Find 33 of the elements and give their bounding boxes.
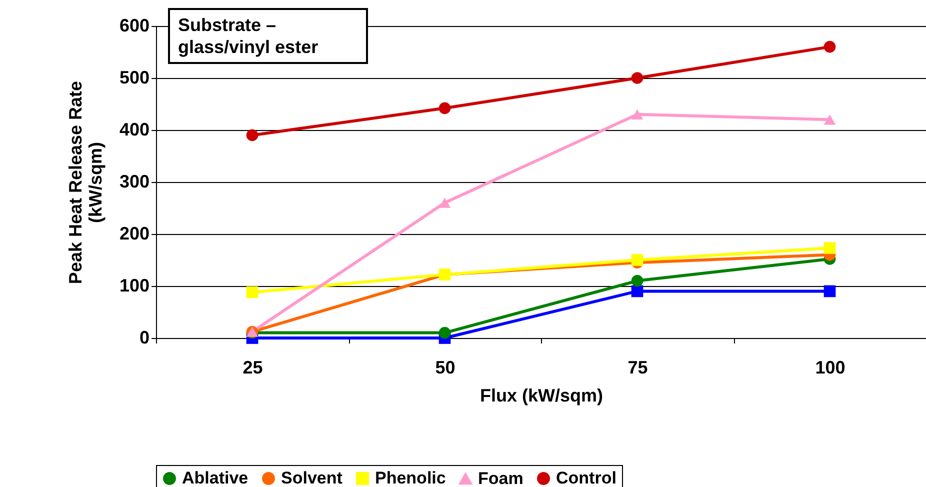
y-tick-label: 500: [119, 68, 150, 88]
x-tick-label: 100: [815, 358, 846, 378]
point: [824, 40, 836, 53]
point: [631, 274, 644, 287]
legend-label: Solvent: [281, 468, 343, 487]
legend-label: Phenolic: [375, 468, 446, 487]
x-tick-label: 75: [628, 358, 648, 378]
point: [631, 285, 644, 298]
point: [631, 72, 644, 84]
note-box: Substrate – glass/vinyl ester: [168, 8, 368, 64]
point: [246, 129, 258, 142]
x-axis-title: Flux (kW/sqm): [480, 386, 604, 406]
legend-label: Foam: [478, 468, 524, 487]
x-tick-label: 50: [435, 358, 456, 378]
legend-label: Ablative: [182, 468, 248, 487]
point: [631, 109, 644, 120]
point: [438, 198, 451, 208]
y-tick-label: 100: [119, 276, 150, 296]
y-tick-label: 600: [119, 16, 150, 36]
legend-label: Control: [556, 468, 616, 487]
y-tick-label: 400: [119, 120, 150, 140]
point: [631, 254, 644, 266]
x-tick-label: 25: [242, 358, 263, 378]
y-tick-label: 300: [119, 172, 150, 192]
y-axis-title: Peak Heat Release Rate (kW/sqm): [65, 80, 106, 284]
point: [438, 326, 451, 339]
y-tick-label: 0: [139, 328, 150, 348]
point: [824, 242, 836, 254]
point: [246, 286, 258, 298]
point: [438, 102, 451, 114]
point: [824, 285, 836, 298]
point: [824, 114, 836, 125]
y-tick-label: 200: [119, 224, 150, 244]
